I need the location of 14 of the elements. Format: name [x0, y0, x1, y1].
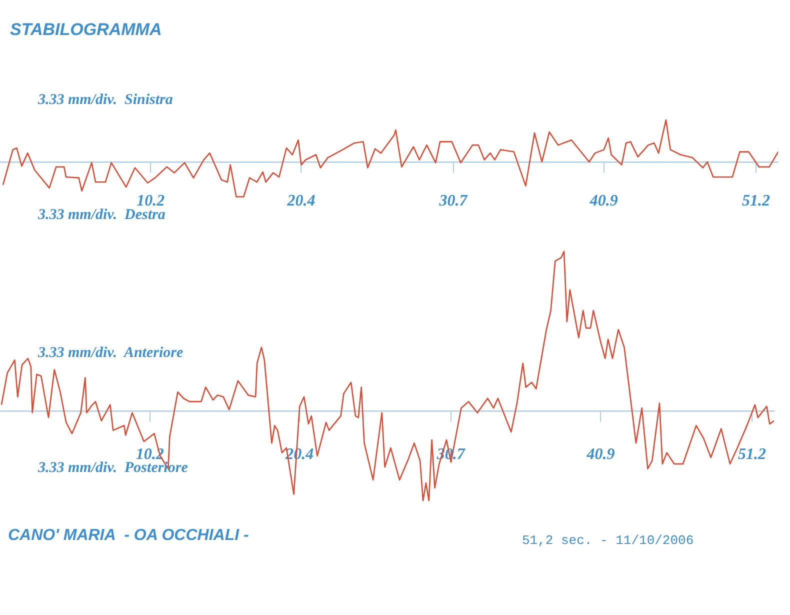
x-tick-label: 20.4	[286, 192, 316, 210]
x-tick-label: 40.9	[588, 192, 618, 210]
annotation: 3.33 mm/div. Anteriore	[38, 345, 184, 362]
annotation: 3.33 mm/div. Posteriore	[38, 460, 188, 477]
chart-title: STABILOGRAMMA	[10, 20, 162, 40]
x-tick-label: 10.2	[136, 192, 165, 210]
text: 51,2 sec. - 11/10/2006	[522, 533, 694, 548]
text: 3.33 mm/div. Destra	[38, 207, 166, 224]
x-tick-label: 51.2	[738, 446, 766, 463]
text: 3.33 mm/div. Sinistra	[38, 92, 173, 109]
text: CANO' MARIA - OA OCCHIALI -	[8, 527, 249, 545]
x-tick-label: 40.9	[586, 446, 615, 463]
x-tick-label: 51.2	[742, 192, 770, 210]
x-tick-label: 30.7	[438, 192, 468, 210]
